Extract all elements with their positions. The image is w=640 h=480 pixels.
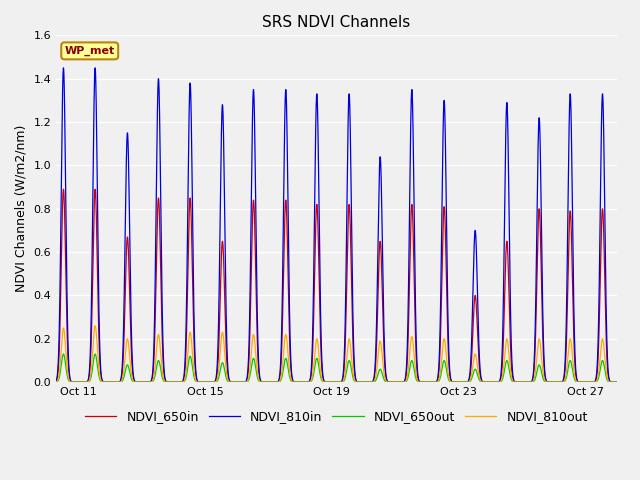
NDVI_810in bbox=[556, 379, 564, 385]
NDVI_650out bbox=[68, 379, 76, 385]
Line: NDVI_810in: NDVI_810in bbox=[56, 68, 617, 382]
NDVI_810in bbox=[60, 65, 67, 71]
NDVI_810out bbox=[52, 379, 60, 385]
NDVI_810in bbox=[172, 379, 179, 385]
NDVI_810in bbox=[54, 353, 62, 359]
NDVI_650out bbox=[556, 379, 564, 385]
Text: WP_met: WP_met bbox=[65, 46, 115, 56]
NDVI_650in bbox=[54, 363, 62, 369]
NDVI_810out bbox=[172, 379, 179, 385]
Y-axis label: NDVI Channels (W/m2/nm): NDVI Channels (W/m2/nm) bbox=[15, 125, 28, 292]
NDVI_650out bbox=[54, 377, 62, 383]
Legend: NDVI_650in, NDVI_810in, NDVI_650out, NDVI_810out: NDVI_650in, NDVI_810in, NDVI_650out, NDV… bbox=[80, 405, 593, 428]
NDVI_810in bbox=[52, 378, 60, 384]
NDVI_650in bbox=[60, 186, 67, 192]
NDVI_810in bbox=[280, 180, 288, 185]
NDVI_650out bbox=[613, 379, 621, 385]
NDVI_810in bbox=[613, 379, 621, 385]
NDVI_650out bbox=[423, 379, 431, 385]
Title: SRS NDVI Channels: SRS NDVI Channels bbox=[262, 15, 411, 30]
NDVI_810out bbox=[423, 379, 431, 385]
NDVI_810out bbox=[92, 323, 99, 329]
NDVI_810out bbox=[143, 379, 151, 385]
NDVI_650in bbox=[52, 378, 60, 384]
NDVI_810out bbox=[613, 379, 621, 385]
NDVI_650out bbox=[172, 379, 179, 385]
Line: NDVI_650in: NDVI_650in bbox=[56, 189, 617, 382]
NDVI_650in bbox=[172, 379, 179, 385]
Line: NDVI_650out: NDVI_650out bbox=[56, 354, 617, 382]
NDVI_810out bbox=[280, 347, 288, 352]
NDVI_810in bbox=[423, 379, 431, 385]
NDVI_810in bbox=[143, 379, 151, 385]
NDVI_810out bbox=[68, 379, 76, 385]
NDVI_810out bbox=[556, 379, 564, 385]
NDVI_650out bbox=[143, 379, 151, 385]
NDVI_650in bbox=[423, 379, 431, 385]
NDVI_810out bbox=[54, 375, 62, 381]
NDVI_650in bbox=[68, 379, 76, 385]
NDVI_810in bbox=[68, 379, 76, 385]
NDVI_650in bbox=[280, 255, 288, 261]
NDVI_650in bbox=[556, 379, 564, 385]
NDVI_650out bbox=[60, 351, 67, 357]
NDVI_650in bbox=[613, 379, 621, 385]
NDVI_650in bbox=[143, 379, 151, 385]
Line: NDVI_810out: NDVI_810out bbox=[56, 326, 617, 382]
NDVI_650out bbox=[280, 363, 288, 369]
NDVI_650out bbox=[52, 379, 60, 385]
